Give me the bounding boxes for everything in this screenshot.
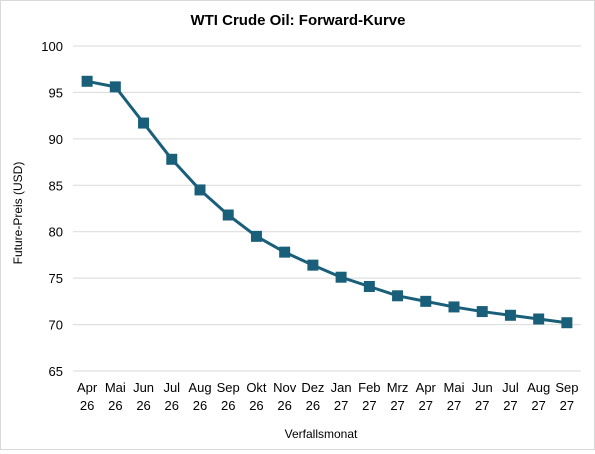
x-tick-label-month: Okt bbox=[246, 380, 267, 395]
x-tick-label-month: Mai bbox=[444, 380, 465, 395]
data-point-marker bbox=[363, 281, 375, 292]
x-tick-label-month: Jun bbox=[472, 380, 493, 395]
series-layer bbox=[81, 75, 573, 329]
x-tick-label-year: 26 bbox=[80, 398, 94, 413]
data-point-marker bbox=[138, 117, 150, 129]
data-point-marker bbox=[504, 309, 516, 321]
data-point-marker bbox=[222, 209, 234, 221]
x-tick-label-month: Apr bbox=[416, 380, 437, 395]
data-point-marker bbox=[561, 317, 573, 329]
x-tick-label-year: 27 bbox=[362, 398, 376, 413]
x-tick-label-year: 26 bbox=[249, 398, 263, 413]
x-tick-label-year: 26 bbox=[165, 398, 179, 413]
x-tick-label-year: 26 bbox=[306, 398, 320, 413]
data-point-marker bbox=[166, 153, 178, 165]
chart-title: WTI Crude Oil: Forward-Kurve bbox=[190, 12, 405, 29]
x-tick-label-year: 26 bbox=[221, 398, 235, 413]
data-point-marker bbox=[476, 306, 488, 318]
series-line bbox=[86, 79, 568, 325]
x-tick-label-month: Dez bbox=[301, 380, 324, 395]
x-tick-label-month: Mrz bbox=[387, 380, 409, 395]
data-point-marker bbox=[335, 271, 347, 283]
y-tick-labels: 65 70 75 80 85 90 95 100 bbox=[41, 39, 63, 379]
x-tick-label-month: Jul bbox=[502, 380, 519, 395]
x-tick-label-year: 26 bbox=[277, 398, 291, 413]
data-point-marker bbox=[448, 301, 460, 313]
x-tick-label-month: Jul bbox=[163, 380, 180, 395]
x-tick-label-year: 27 bbox=[447, 398, 461, 413]
x-tick-labels: Apr 26 Mai 26 Jun 26 Jul 26 Aug 26 Sep 26 Okt 26 Nov 26… bbox=[77, 380, 578, 413]
x-tick-label-year: 27 bbox=[390, 398, 404, 413]
y-axis-label: Future-Preis (USD) bbox=[11, 162, 25, 265]
x-tick-label-month: Sep bbox=[217, 380, 240, 395]
data-point-marker bbox=[392, 290, 404, 302]
y-tick-label: 80 bbox=[49, 225, 63, 240]
x-tick-label-year: 27 bbox=[560, 398, 574, 413]
data-point-marker bbox=[307, 259, 319, 271]
x-tick-label-month: Jan bbox=[331, 380, 352, 395]
data-point-marker bbox=[250, 230, 262, 242]
data-point-marker bbox=[194, 184, 206, 196]
data-point-marker bbox=[420, 295, 432, 307]
x-tick-label-month: Aug bbox=[188, 380, 211, 395]
x-axis-label: Verfallsmonat bbox=[285, 427, 358, 441]
data-point-marker bbox=[533, 313, 545, 325]
data-point-marker bbox=[109, 81, 121, 93]
y-tick-label: 90 bbox=[49, 132, 63, 147]
x-tick-label-month: Sep bbox=[555, 380, 578, 395]
x-tick-label-month: Aug bbox=[527, 380, 550, 395]
x-tick-label-year: 27 bbox=[334, 398, 348, 413]
data-point-marker bbox=[81, 75, 93, 87]
x-tick-label-year: 27 bbox=[475, 398, 489, 413]
x-tick-label-year: 27 bbox=[531, 398, 545, 413]
x-tick-label-month: Nov bbox=[273, 380, 297, 395]
x-tick-label-month: Mai bbox=[105, 380, 126, 395]
y-tick-label: 85 bbox=[49, 178, 63, 193]
x-tick-label-month: Apr bbox=[77, 380, 98, 395]
x-tick-label-year: 27 bbox=[503, 398, 517, 413]
gridlines bbox=[73, 45, 581, 372]
y-tick-label: 75 bbox=[49, 271, 63, 286]
x-tick-label-year: 26 bbox=[108, 398, 122, 413]
x-tick-label-year: 26 bbox=[193, 398, 207, 413]
data-point-marker bbox=[279, 246, 291, 258]
x-tick-label-year: 26 bbox=[136, 398, 150, 413]
y-tick-label: 100 bbox=[41, 39, 63, 54]
y-tick-label: 95 bbox=[49, 85, 63, 100]
x-tick-label-month: Feb bbox=[358, 380, 380, 395]
x-tick-label-year: 27 bbox=[419, 398, 433, 413]
y-tick-label: 65 bbox=[49, 364, 63, 379]
y-tick-label: 70 bbox=[49, 318, 63, 333]
x-tick-label-month: Jun bbox=[133, 380, 154, 395]
